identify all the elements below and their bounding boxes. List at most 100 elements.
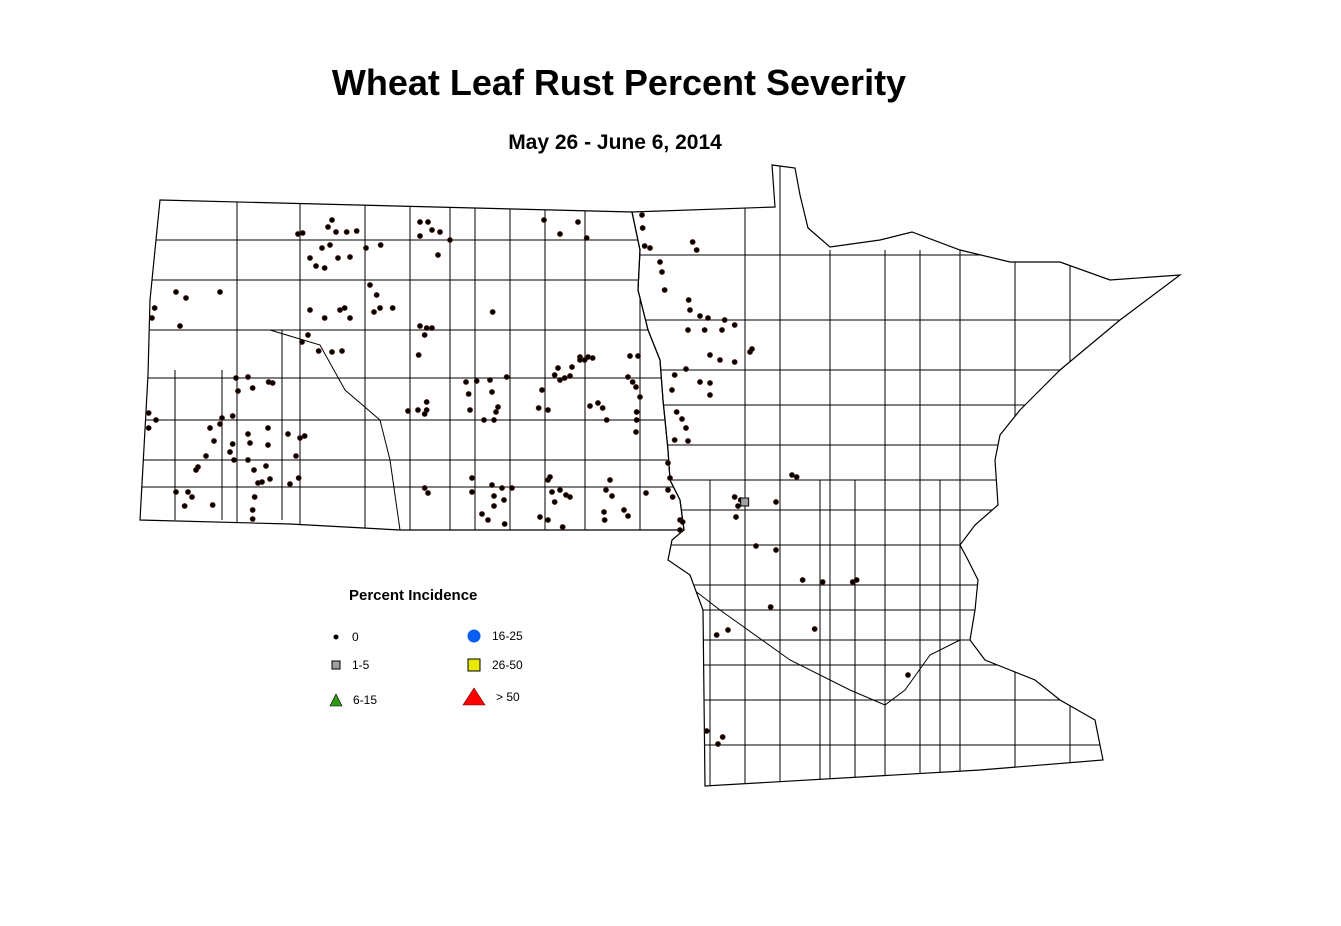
observation-point-0: [633, 409, 640, 415]
observation-point-0: [725, 627, 731, 633]
observation-point-0: [687, 307, 693, 313]
observation-point-0: [575, 219, 581, 225]
observation-point-0: [321, 265, 328, 271]
observation-point-0: [659, 269, 665, 275]
legend-title: Percent Incidence: [349, 587, 478, 604]
observation-point-0: [245, 457, 251, 463]
observation-point-0: [635, 353, 641, 359]
observation-point-0: [267, 476, 273, 482]
observation-point-0: [227, 449, 233, 455]
observation-point-0: [145, 425, 152, 431]
observation-point-0: [555, 365, 561, 371]
observation-point-0: [315, 348, 322, 354]
observation-point-0: [295, 475, 302, 481]
observation-point-0: [189, 494, 195, 500]
observation-point-0: [265, 442, 271, 448]
legend-label: 1-5: [352, 658, 370, 672]
legend-label: > 50: [496, 690, 520, 704]
observation-point-0: [233, 375, 239, 381]
observation-point-0: [545, 517, 551, 523]
observation-point-0: [249, 507, 256, 513]
observation-point-0: [799, 577, 806, 583]
observation-point-0: [231, 457, 237, 463]
observation-point-0: [479, 511, 485, 517]
observation-point-0: [347, 254, 353, 260]
legend-label: 26-50: [492, 658, 523, 672]
observation-point-0: [145, 410, 152, 416]
observation-point-0: [599, 405, 606, 411]
observation-point-0: [249, 385, 256, 391]
observation-point-0: [753, 543, 759, 549]
observation-point-0: [421, 332, 428, 338]
observation-point-0: [627, 353, 633, 359]
observation-point-0: [217, 421, 223, 427]
observation-point-0: [489, 482, 495, 488]
blue-circle-icon: [467, 629, 481, 643]
observation-point-0: [285, 431, 291, 437]
observation-point-0: [601, 517, 608, 523]
observation-point-0: [341, 305, 348, 311]
observation-point-0: [589, 355, 596, 361]
observation-point-0: [299, 339, 305, 345]
observation-point-0: [423, 325, 430, 331]
legend-item-0: 0: [330, 630, 359, 644]
observation-point-0: [371, 309, 377, 315]
observation-point-0: [557, 487, 563, 493]
observation-point-0: [629, 379, 636, 385]
observation-point-0: [301, 433, 308, 439]
observation-point-0: [773, 547, 779, 553]
observation-point-0: [583, 235, 590, 241]
observation-point-0: [209, 502, 216, 508]
observation-point-0: [149, 315, 155, 321]
observation-point-0: [595, 400, 601, 406]
observation-point-0: [665, 487, 671, 493]
observation-point-0: [229, 413, 236, 419]
legend-item-16-25: 16-25: [466, 628, 523, 644]
observation-point-0: [469, 489, 475, 495]
observation-point-0: [671, 372, 678, 378]
observation-point-0: [319, 245, 325, 251]
observation-point-0: [719, 734, 726, 740]
observation-point-0: [717, 357, 723, 363]
observation-point-0: [177, 323, 183, 329]
observation-point-0: [327, 242, 333, 248]
observation-point-0: [503, 374, 510, 380]
observation-point-0: [639, 212, 645, 218]
observation-point-0: [697, 313, 703, 319]
observation-point-0: [621, 507, 627, 513]
observation-point-0: [325, 224, 331, 230]
observation-point-0: [473, 378, 480, 384]
observation-point-0: [541, 217, 547, 223]
north-dakota-counties: [140, 200, 684, 530]
observation-point-0: [539, 387, 545, 393]
observation-point-0: [353, 228, 360, 234]
observation-point-0: [485, 517, 491, 523]
observation-point-0: [567, 373, 573, 379]
observation-point-0: [417, 323, 423, 329]
observation-point-0: [569, 364, 575, 370]
observation-point-0: [333, 229, 339, 235]
observation-point-0: [705, 315, 711, 321]
map-subtitle: May 26 - June 6, 2014: [508, 131, 722, 154]
observation-point-0: [661, 287, 668, 293]
observation-point-0: [491, 493, 497, 499]
observation-point-0: [183, 295, 189, 301]
observation-point-0: [307, 255, 313, 261]
observation-point-0: [707, 380, 713, 386]
observation-point-0: [173, 489, 179, 495]
observation-point-0: [405, 408, 411, 414]
red-triangle-icon: [462, 687, 486, 706]
observation-point-0: [773, 499, 779, 505]
observation-point-0: [665, 460, 671, 466]
observation-point-0: [689, 239, 696, 245]
observation-point-0: [299, 230, 306, 236]
observation-point-0: [425, 490, 431, 496]
observation-point-0: [715, 741, 721, 747]
observation-point-0: [251, 494, 258, 500]
observation-point-0: [211, 438, 217, 444]
observation-point-0: [295, 231, 301, 237]
observation-point-0: [265, 425, 271, 431]
observation-point-0: [701, 327, 708, 333]
observation-point-0: [247, 440, 253, 446]
